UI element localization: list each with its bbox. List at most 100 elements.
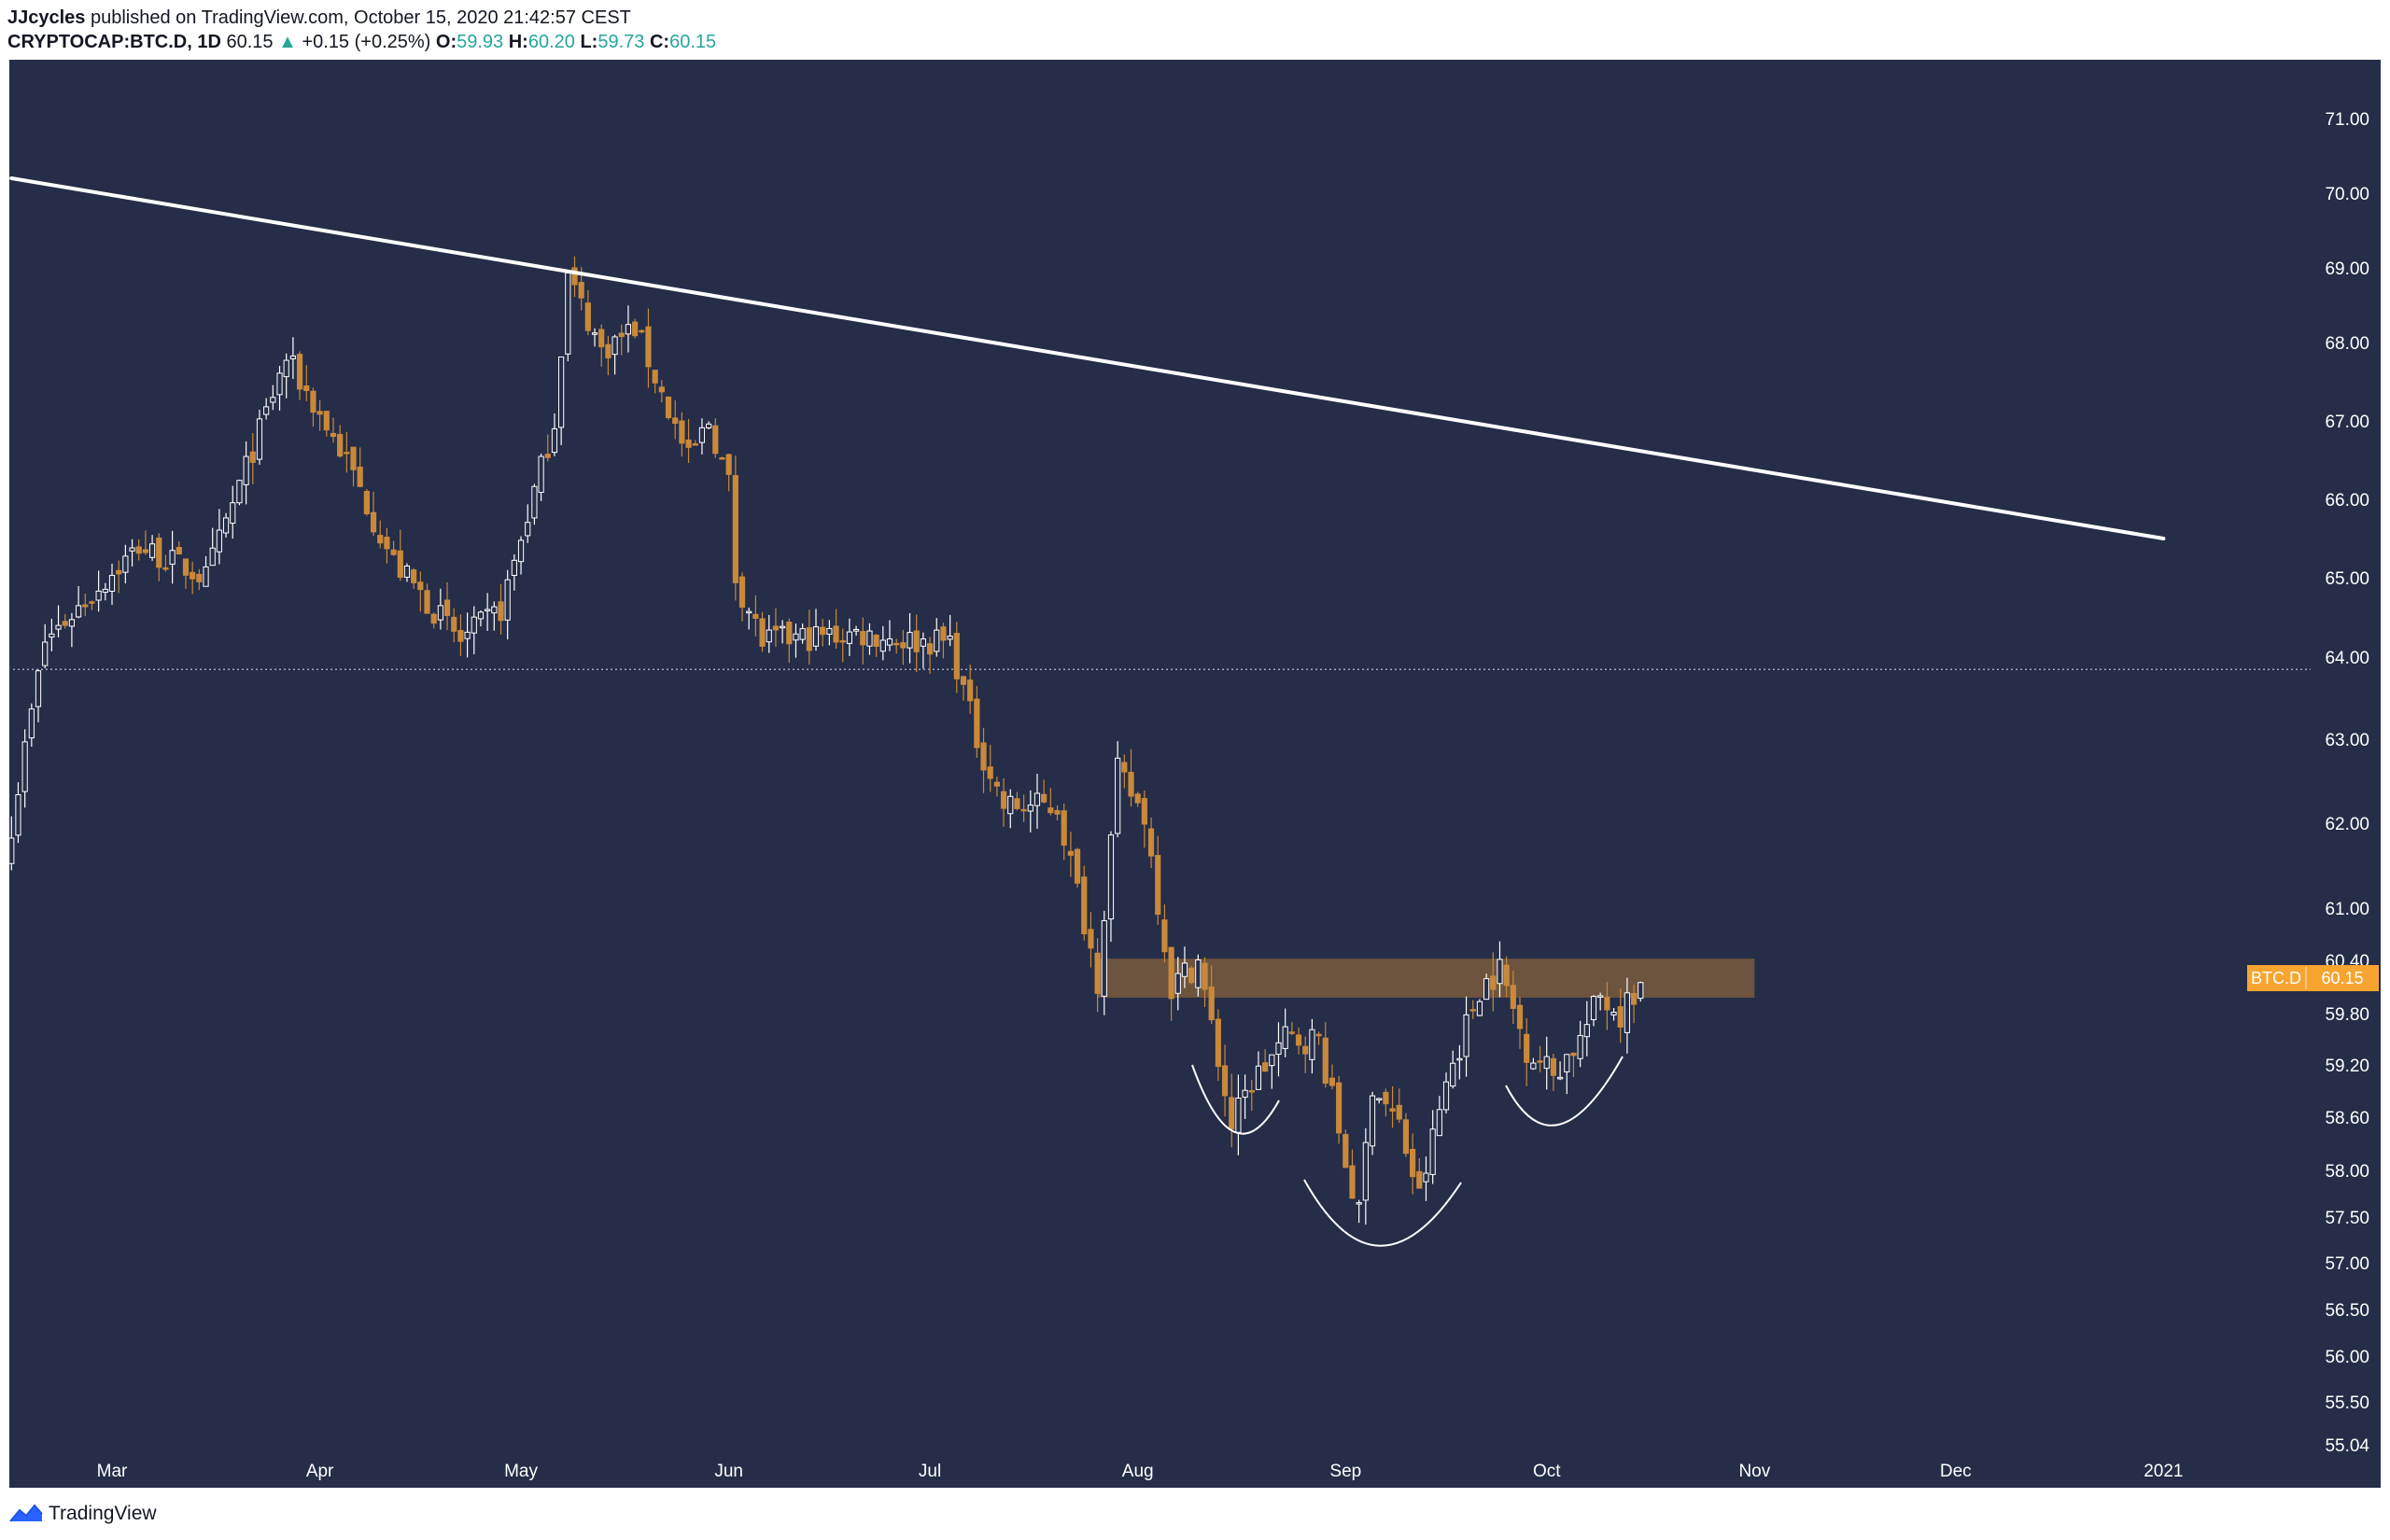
time-tick-label: 2021 [2144, 1462, 2183, 1481]
candle [558, 356, 565, 445]
candle-body [625, 324, 632, 335]
candle-body [1000, 791, 1007, 809]
candle-body [1221, 1065, 1229, 1097]
candle [42, 623, 49, 669]
candle-body [1007, 795, 1014, 815]
candle-body [1537, 1060, 1543, 1063]
candle [980, 727, 987, 793]
candle [1369, 1091, 1376, 1155]
candle [303, 365, 310, 401]
candle-body [116, 569, 122, 575]
price-chart[interactable]: 71.00 70.00 69.00 68.00 67.00 66.00 65.00 64.00… [0, 60, 2390, 1493]
candle-body [974, 698, 980, 749]
footer-brand[interactable]: TradingView [49, 1503, 157, 1524]
candle-body [531, 485, 538, 519]
candle-body [698, 427, 706, 443]
candle [350, 446, 357, 487]
candle [477, 609, 485, 627]
high-value: 60.20 [527, 32, 575, 52]
candle-body [1583, 1024, 1590, 1038]
candle [1483, 973, 1490, 1001]
candle-body [457, 629, 464, 642]
descending-trendline[interactable] [9, 176, 2166, 540]
price-tick-label: 62.00 [2325, 815, 2369, 834]
candle-body [820, 626, 826, 636]
candle [987, 745, 993, 792]
candle [1047, 788, 1054, 816]
candle [310, 387, 316, 427]
candle [263, 398, 270, 420]
candle [1027, 790, 1033, 833]
candle-body [584, 302, 591, 331]
candle-body [1483, 978, 1490, 1001]
candle [75, 585, 82, 619]
right-shoulder-arc [1505, 1056, 1624, 1127]
candle-body [812, 626, 820, 647]
candle [1510, 970, 1516, 1025]
candle-body [806, 627, 812, 651]
candle [1054, 805, 1061, 821]
candle [1456, 1044, 1463, 1080]
candle [1094, 938, 1101, 1013]
candle-body [190, 571, 196, 580]
candle-body [893, 642, 900, 646]
candle [685, 418, 692, 464]
candle-body [1442, 1081, 1450, 1111]
candle-body [437, 605, 443, 621]
candle [256, 409, 263, 465]
candle [920, 632, 927, 669]
candle-body [196, 573, 203, 582]
candle [879, 625, 886, 661]
candle [1061, 803, 1067, 861]
candle-body [397, 550, 403, 579]
candle-body [1550, 1057, 1557, 1076]
candle-body [289, 355, 296, 359]
candle-body [538, 455, 544, 494]
candle [424, 583, 430, 614]
candle-body [873, 635, 879, 647]
candle-body [1524, 1033, 1530, 1063]
candle [934, 618, 940, 657]
candle-body [1262, 1062, 1269, 1072]
author-name[interactable]: JJcycles [7, 7, 86, 28]
candle [1107, 831, 1115, 942]
candle [15, 782, 21, 844]
candle-body [1041, 793, 1047, 803]
candle [1208, 965, 1215, 1025]
candle-body [1436, 1109, 1442, 1137]
last-price-tag: BTC.D 60.15 [2247, 965, 2379, 991]
candle-body [216, 529, 222, 553]
candle-body [182, 558, 190, 576]
candle [1336, 1075, 1343, 1144]
candle-body [1429, 1128, 1436, 1175]
candle-body [176, 547, 182, 555]
candle [162, 554, 169, 572]
price-tick-label: 55.50 [2325, 1393, 2369, 1413]
candle-body [571, 267, 578, 286]
candle [846, 618, 853, 657]
candle-body [960, 676, 967, 685]
candle-body [746, 610, 752, 614]
price-tick-label: 70.00 [2325, 185, 2369, 204]
candle [344, 432, 350, 473]
candle-body [1047, 807, 1054, 814]
candle-body [993, 781, 1000, 787]
price-change: +0.15 (+0.25%) [302, 32, 431, 52]
candle [812, 609, 820, 651]
candle [1128, 749, 1134, 807]
candle-body [357, 466, 363, 487]
candle [116, 560, 122, 594]
candle [1288, 1022, 1295, 1036]
tradingview-logo-icon[interactable] [9, 1503, 43, 1523]
candle [1429, 1110, 1436, 1184]
symbol-name[interactable]: CRYPTOCAP:BTC.D, 1D [7, 32, 221, 52]
price-axis[interactable]: 71.00 70.00 69.00 68.00 67.00 66.00 65.00 64.00… [2325, 110, 2369, 1456]
candle [464, 612, 471, 658]
publish-text: published on TradingView.com, October 15… [90, 7, 631, 28]
time-axis[interactable]: Mar Apr May Jun Jul Aug Sep Oct Nov Dec 2021 [97, 1462, 2184, 1481]
candle [1389, 1085, 1396, 1128]
candle-body [725, 454, 732, 475]
candle-body [551, 427, 558, 454]
candle [652, 369, 658, 394]
candle [1617, 988, 1624, 1043]
